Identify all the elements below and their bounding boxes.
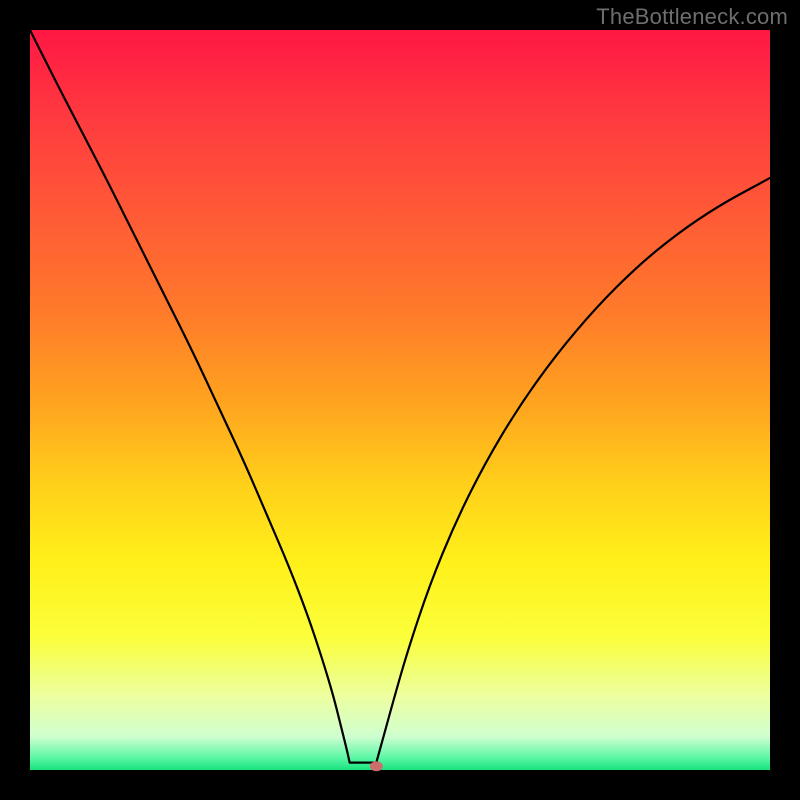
minimum-marker xyxy=(370,761,383,771)
watermark-text: TheBottleneck.com xyxy=(596,4,788,30)
bottleneck-curve-chart xyxy=(0,0,800,800)
chart-container: TheBottleneck.com xyxy=(0,0,800,800)
plot-gradient xyxy=(30,30,770,770)
